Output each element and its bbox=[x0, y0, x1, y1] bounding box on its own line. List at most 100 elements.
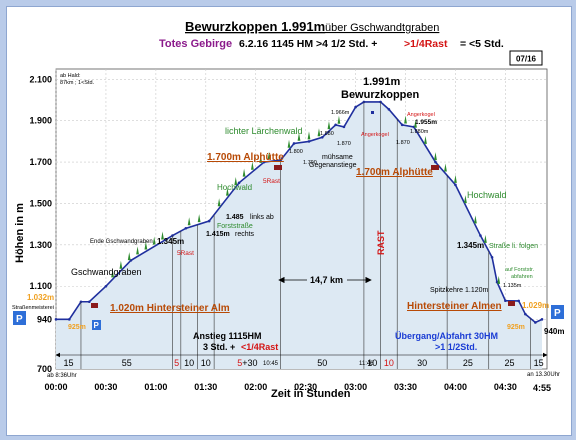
x-tick-label: 01:30 bbox=[194, 382, 217, 392]
tree-icon bbox=[144, 241, 148, 250]
descent-line2: >1 1/2Std. bbox=[435, 342, 477, 352]
profile-point bbox=[379, 100, 382, 104]
x-tick-label: 02:30 bbox=[294, 382, 317, 392]
y-tick-label: 2.100 bbox=[29, 74, 52, 84]
x-tick-label: 03:00 bbox=[344, 382, 367, 392]
summit-flag bbox=[371, 111, 374, 114]
profile-point bbox=[524, 312, 527, 316]
tree-icon bbox=[287, 139, 291, 148]
tree-icon bbox=[127, 252, 131, 261]
time-1045: 10:45 bbox=[263, 361, 279, 367]
profile-point bbox=[292, 142, 296, 145]
page-number-box bbox=[509, 50, 543, 66]
tree-icon bbox=[217, 198, 221, 207]
forststrasse-label: Forststraße bbox=[217, 223, 253, 230]
duration-label: 50 bbox=[317, 358, 327, 368]
duration-label: 10 bbox=[367, 358, 377, 368]
hut-icon-right bbox=[431, 165, 439, 170]
tree-icon bbox=[297, 132, 301, 141]
distance-label: 14,7 km bbox=[310, 275, 343, 285]
angerkogel-left: Angerkogel bbox=[361, 132, 389, 138]
subtitle-details: 6.2.16 1145 HM >4 1/2 Std. + bbox=[239, 38, 377, 50]
note-top-left-2: 87km ; 1<Std. bbox=[60, 80, 95, 86]
chart-title-suffix: über Gschwandtgraben bbox=[325, 22, 439, 34]
x-tick-label: 02:00 bbox=[244, 382, 267, 392]
hut-icon-left bbox=[274, 165, 282, 170]
parking-left-box bbox=[13, 311, 26, 325]
alt-925-left: 925m bbox=[68, 324, 86, 331]
rast-vertical: RAST bbox=[376, 230, 386, 255]
y-tick-label: 1.300 bbox=[29, 240, 52, 250]
y-tick-label: 940 bbox=[37, 314, 52, 324]
tree-icon bbox=[484, 234, 487, 243]
hut-icons bbox=[91, 111, 515, 308]
alm-icon-left bbox=[91, 303, 98, 308]
tree-icon bbox=[234, 177, 238, 186]
alt-1345-right: 1.345m bbox=[457, 241, 484, 250]
summit-altitude: 1.991m bbox=[363, 76, 401, 88]
annotations: ab 8:36Uhr an 13.30Uhr 10:45 11:46 1.991… bbox=[12, 76, 564, 379]
x-tick-label: 04:30 bbox=[494, 382, 517, 392]
tree-icon bbox=[136, 246, 139, 255]
duration-label: 5 bbox=[174, 358, 179, 368]
alt-1880-left: 1.880 bbox=[320, 131, 334, 137]
tree-icon bbox=[119, 260, 123, 269]
alt-1870-left: 1.870 bbox=[337, 141, 351, 147]
alt-1790: 1.790 bbox=[303, 160, 317, 166]
profile-point bbox=[534, 321, 537, 324]
parking-right-box bbox=[551, 305, 564, 319]
tree-icon bbox=[337, 115, 341, 124]
profile-point bbox=[104, 284, 108, 288]
hochwald-right-label: Hochwald bbox=[467, 190, 507, 200]
profile-point bbox=[517, 299, 521, 303]
profile-point bbox=[54, 318, 58, 321]
duration-segments: 15 55 5 10 10 5+30 50 10 10 30 25 25 15 bbox=[55, 352, 548, 368]
profile-point bbox=[184, 227, 188, 230]
profile-point bbox=[321, 135, 324, 139]
profile-point bbox=[387, 108, 391, 111]
parking-small: P bbox=[94, 321, 100, 330]
x-tick-label: 04:00 bbox=[444, 382, 467, 392]
auf-forststr-1: auf Forststr. bbox=[505, 267, 535, 273]
y-tick-label: 1.900 bbox=[29, 116, 52, 126]
alt-925-right: 925m bbox=[507, 324, 525, 331]
y-tick-label: 1.700 bbox=[29, 157, 52, 167]
gegenanstiege-label: Gegenanstiege bbox=[309, 162, 357, 169]
strasse-folgen: Straße li. folgen bbox=[489, 243, 538, 250]
duration-label: 25 bbox=[463, 358, 473, 368]
tree-icon bbox=[317, 128, 321, 137]
profile-point bbox=[434, 160, 437, 164]
end-time: an 13.30Uhr bbox=[527, 372, 560, 378]
x-tick-label: 01:00 bbox=[144, 382, 167, 392]
alm-icon-right bbox=[508, 301, 515, 306]
hut-left-label: 1.700m Alphütte bbox=[207, 152, 284, 163]
subtitle-area: Totes Gebirge bbox=[159, 38, 232, 50]
spitzkehre: Spitzkehre 1.120m bbox=[430, 287, 489, 294]
duration-label: 5+30 bbox=[237, 358, 257, 368]
alt-1800: 1.800 bbox=[289, 149, 303, 155]
profile-point bbox=[334, 123, 337, 127]
segment-lines bbox=[80, 101, 531, 369]
x-tick-label: 00:30 bbox=[94, 382, 117, 392]
start-time: ab 8:36Uhr bbox=[47, 373, 77, 379]
profile-point bbox=[87, 300, 91, 304]
distance-label-bg bbox=[307, 273, 347, 286]
profile-point bbox=[237, 181, 241, 185]
profile-layer bbox=[54, 100, 544, 370]
parking-small-box bbox=[92, 320, 101, 330]
hochwald-left-label: Hochwald bbox=[217, 183, 252, 192]
alt-940-right: 940m bbox=[544, 327, 564, 336]
alm-left-label: 1.020m Hintersteiner Alm bbox=[110, 303, 230, 314]
tree-icon bbox=[259, 154, 263, 163]
x-end-tick-label: 4:55 bbox=[533, 383, 551, 393]
tree-icon bbox=[307, 131, 311, 140]
profile-point bbox=[262, 160, 266, 164]
profile-point bbox=[68, 318, 71, 321]
rast5-b: 5Rast bbox=[263, 178, 280, 185]
alt-1135: 1.135m bbox=[503, 283, 522, 289]
tree-icon bbox=[474, 215, 477, 224]
tree-icon bbox=[414, 119, 417, 128]
tree-icon bbox=[226, 187, 229, 196]
profile-point bbox=[454, 183, 457, 187]
alt-1029: 1.029m bbox=[522, 301, 549, 310]
